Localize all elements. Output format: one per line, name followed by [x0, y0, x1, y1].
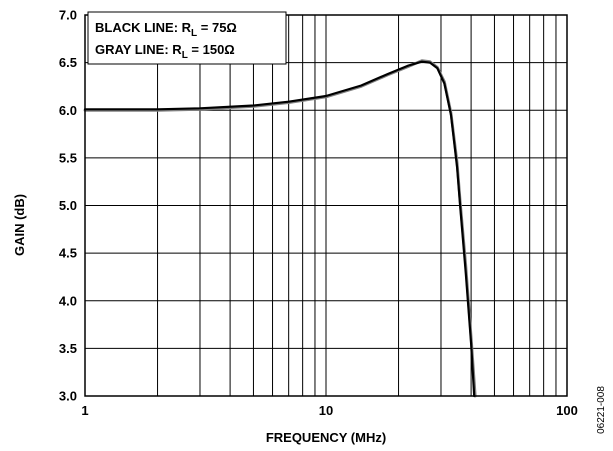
x-tick-label: 1 — [81, 403, 88, 418]
y-tick-label: 7.0 — [59, 8, 77, 23]
legend-gray-prefix: GRAY LINE: R — [95, 42, 182, 57]
y-tick-label: 5.5 — [59, 150, 77, 165]
legend-black-prefix: BLACK LINE: R — [95, 20, 192, 35]
grid-lines — [85, 15, 567, 396]
series-line-2 — [83, 59, 477, 398]
x-axis-label: FREQUENCY (MHz) — [266, 430, 386, 445]
y-axis-label: GAIN (dB) — [12, 194, 27, 256]
y-tick-label: 5.0 — [59, 198, 77, 213]
legend-entry-gray: GRAY LINE: RL = 150Ω — [95, 42, 235, 61]
x-tick-label: 100 — [556, 403, 578, 418]
legend-black-suffix: = 75Ω — [197, 20, 237, 35]
y-tick-labels: 3.0 3.5 4.0 4.5 5.0 5.5 6.0 6.5 7.0 — [59, 8, 77, 404]
legend-box — [87, 11, 287, 65]
legend-gray-suffix: = 150Ω — [188, 42, 235, 57]
legend-entry-black: BLACK LINE: RL = 75Ω — [95, 20, 237, 39]
legend: BLACK LINE: RL = 75Ω GRAY LINE: RL = 150… — [87, 11, 287, 65]
figure-id: 06221-008 — [596, 386, 607, 434]
series-lines — [83, 59, 477, 398]
y-tick-label: 6.5 — [59, 55, 77, 70]
x-tick-label: 10 — [319, 403, 333, 418]
plot-frame — [84, 14, 568, 397]
x-tick-labels: 1 10 100 — [81, 403, 577, 418]
y-tick-label: 3.0 — [59, 389, 77, 404]
legend-gray-sub: L — [182, 50, 188, 61]
y-tick-label: 4.0 — [59, 293, 77, 308]
y-tick-label: 4.5 — [59, 246, 77, 261]
y-tick-label: 6.0 — [59, 103, 77, 118]
y-tick-label: 3.5 — [59, 341, 77, 356]
series-line-1 — [83, 60, 476, 398]
legend-black-sub: L — [191, 28, 197, 39]
